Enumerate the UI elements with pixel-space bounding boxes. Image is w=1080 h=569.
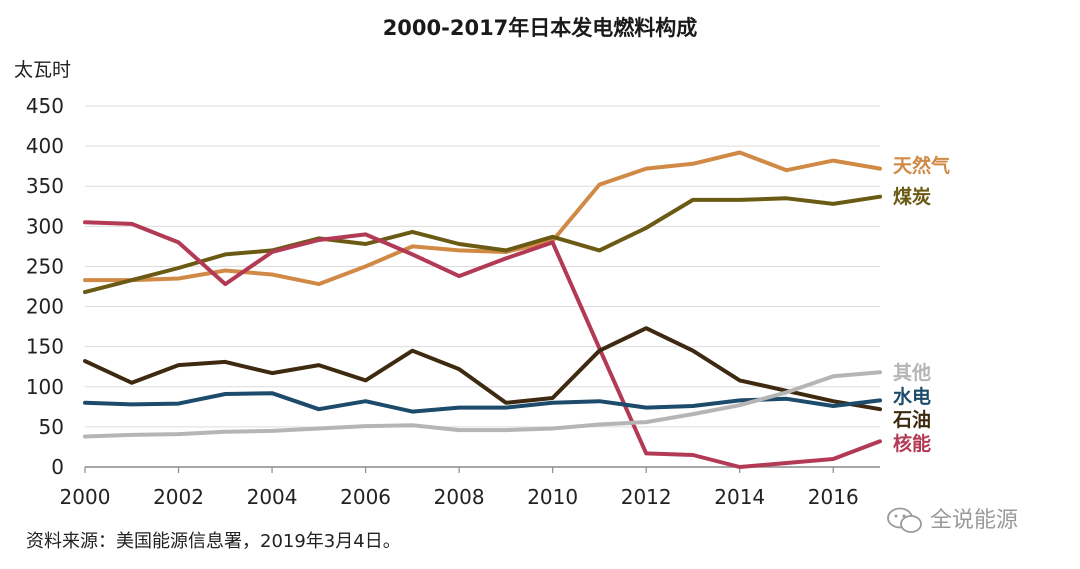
x-tick-label: 2000 bbox=[60, 485, 111, 509]
x-tick-label: 2014 bbox=[714, 485, 765, 509]
x-tick-labels: 2000 2002 2004 2006 2008 2010 2012 2014 2016 bbox=[60, 485, 859, 509]
watermark: 全说能源 bbox=[887, 507, 1018, 533]
source-note: 资料来源：美国能源信息署，2019年3月4日。 bbox=[26, 531, 401, 552]
y-tick-label: 350 bbox=[26, 174, 64, 198]
series-label: 石油 bbox=[892, 409, 931, 431]
series-label: 核能 bbox=[893, 432, 931, 455]
y-tick-label: 400 bbox=[26, 134, 64, 158]
watermark-text: 全说能源 bbox=[930, 508, 1018, 533]
y-tick-label: 200 bbox=[26, 295, 64, 319]
y-tick-label: 50 bbox=[39, 415, 64, 439]
x-tick-label: 2008 bbox=[434, 485, 485, 509]
y-tick-label: 250 bbox=[26, 254, 64, 278]
x-tick-label: 2002 bbox=[153, 485, 204, 509]
y-tick-labels: 0 50 100 150 200 250 300 350 400 450 bbox=[26, 94, 64, 479]
y-axis-label: 太瓦时 bbox=[14, 59, 71, 81]
series-lines bbox=[83, 150, 882, 469]
x-tick-label: 2012 bbox=[621, 485, 672, 509]
y-tick-label: 300 bbox=[26, 214, 64, 238]
x-tick-label: 2004 bbox=[247, 485, 298, 509]
series-line bbox=[83, 391, 882, 414]
chart-title: 2000-2017年日本发电燃料构成 bbox=[383, 16, 698, 40]
y-tick-label: 100 bbox=[26, 375, 64, 399]
y-tick-label: 0 bbox=[51, 455, 64, 479]
wechat-icon bbox=[887, 507, 922, 533]
y-tick-label: 450 bbox=[26, 94, 64, 118]
x-tick-label: 2006 bbox=[340, 485, 391, 509]
series-label: 天然气 bbox=[893, 154, 950, 177]
y-tick-label: 150 bbox=[26, 335, 64, 359]
x-tick-label: 2010 bbox=[527, 485, 578, 509]
series-label: 煤炭 bbox=[893, 186, 931, 208]
series-line bbox=[83, 220, 882, 469]
series-line bbox=[83, 370, 882, 439]
x-tick-label: 2016 bbox=[808, 485, 859, 509]
series-line bbox=[83, 150, 882, 287]
series-line bbox=[83, 194, 882, 295]
series-line bbox=[83, 326, 882, 412]
series-label: 水电 bbox=[893, 385, 931, 408]
series-label: 其他 bbox=[893, 361, 931, 384]
